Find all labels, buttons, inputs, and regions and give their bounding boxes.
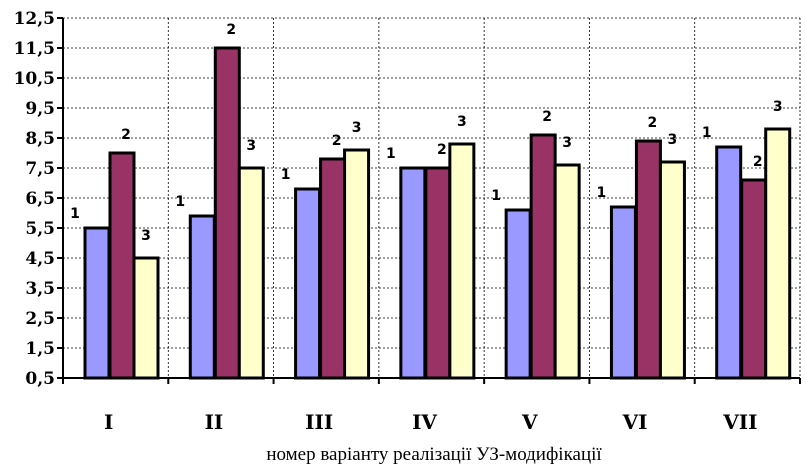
data-label: 3 bbox=[246, 138, 256, 154]
y-tick-label: 12,5 bbox=[14, 9, 55, 29]
y-tick-label: 6,5 bbox=[25, 189, 55, 209]
x-tick-label: V bbox=[521, 410, 538, 434]
y-tick-label: 3,5 bbox=[25, 279, 55, 299]
data-label: 2 bbox=[332, 133, 342, 149]
bar-VII-series-2 bbox=[740, 178, 768, 380]
bar-I-series-2 bbox=[108, 151, 136, 380]
x-tick-label: VII bbox=[722, 410, 757, 434]
data-label: 2 bbox=[226, 22, 236, 38]
x-axis-title: номер варіанту реалізації УЗ-модифікації bbox=[266, 444, 602, 465]
bars-layer bbox=[83, 46, 792, 380]
bar-V-series-2 bbox=[529, 133, 557, 380]
x-tick-label: IV bbox=[412, 410, 437, 434]
bar-V-series-1 bbox=[504, 208, 532, 380]
data-label: 1 bbox=[491, 188, 501, 204]
data-label: 2 bbox=[121, 127, 131, 143]
bar-II-series-1 bbox=[188, 214, 216, 380]
data-label: 1 bbox=[702, 125, 712, 141]
x-tick-label: III bbox=[305, 410, 333, 434]
data-label: 3 bbox=[352, 120, 362, 136]
bar-I-series-1 bbox=[83, 226, 111, 380]
data-label: 3 bbox=[141, 228, 151, 244]
bar-VII-series-3 bbox=[764, 127, 792, 380]
data-label: 2 bbox=[437, 142, 447, 158]
x-tick-label: VI bbox=[622, 410, 648, 434]
data-label: 1 bbox=[175, 194, 185, 210]
y-tick-label: 9,5 bbox=[25, 99, 55, 119]
data-label: 1 bbox=[281, 167, 291, 183]
data-label: 2 bbox=[753, 154, 763, 170]
bar-III-series-2 bbox=[319, 157, 347, 380]
bar-II-series-3 bbox=[237, 166, 265, 380]
y-tick-label: 2,5 bbox=[25, 309, 55, 329]
y-tick-label: 1,5 bbox=[25, 339, 55, 359]
y-tick-label: 4,5 bbox=[25, 249, 55, 269]
data-label: 3 bbox=[668, 132, 678, 148]
y-tick-label: 5,5 bbox=[25, 219, 55, 239]
bar-III-series-3 bbox=[343, 148, 371, 380]
y-tick-label: 0,5 bbox=[25, 369, 55, 389]
bar-I-series-3 bbox=[132, 256, 160, 380]
y-tick-label: 11,5 bbox=[14, 39, 55, 59]
data-label: 2 bbox=[648, 115, 658, 131]
labels-layer: 0,51,52,53,54,55,56,57,58,59,510,511,512… bbox=[14, 9, 783, 434]
data-label: 2 bbox=[542, 109, 552, 125]
bar-II-series-2 bbox=[213, 46, 241, 380]
x-tick-label: I bbox=[104, 410, 113, 434]
y-tick-label: 8,5 bbox=[25, 129, 55, 149]
axis-layer bbox=[57, 17, 801, 384]
data-label: 3 bbox=[773, 99, 783, 115]
data-label: 1 bbox=[70, 206, 80, 222]
bar-VI-series-2 bbox=[634, 139, 662, 380]
bar-VI-series-3 bbox=[658, 160, 686, 380]
bar-VII-series-1 bbox=[715, 145, 743, 380]
bar-V-series-3 bbox=[553, 163, 581, 380]
bar-IV-series-1 bbox=[399, 166, 427, 380]
y-tick-label: 10,5 bbox=[14, 69, 55, 89]
data-label: 1 bbox=[597, 185, 607, 201]
data-label: 3 bbox=[457, 114, 467, 130]
data-label: 3 bbox=[562, 135, 572, 151]
bar-IV-series-3 bbox=[448, 142, 476, 380]
bar-VI-series-1 bbox=[609, 205, 637, 380]
bar-III-series-1 bbox=[294, 187, 322, 380]
x-tick-label: II bbox=[205, 410, 224, 434]
bar-IV-series-2 bbox=[424, 166, 452, 380]
data-label: 1 bbox=[386, 146, 396, 162]
y-tick-label: 7,5 bbox=[25, 159, 55, 179]
